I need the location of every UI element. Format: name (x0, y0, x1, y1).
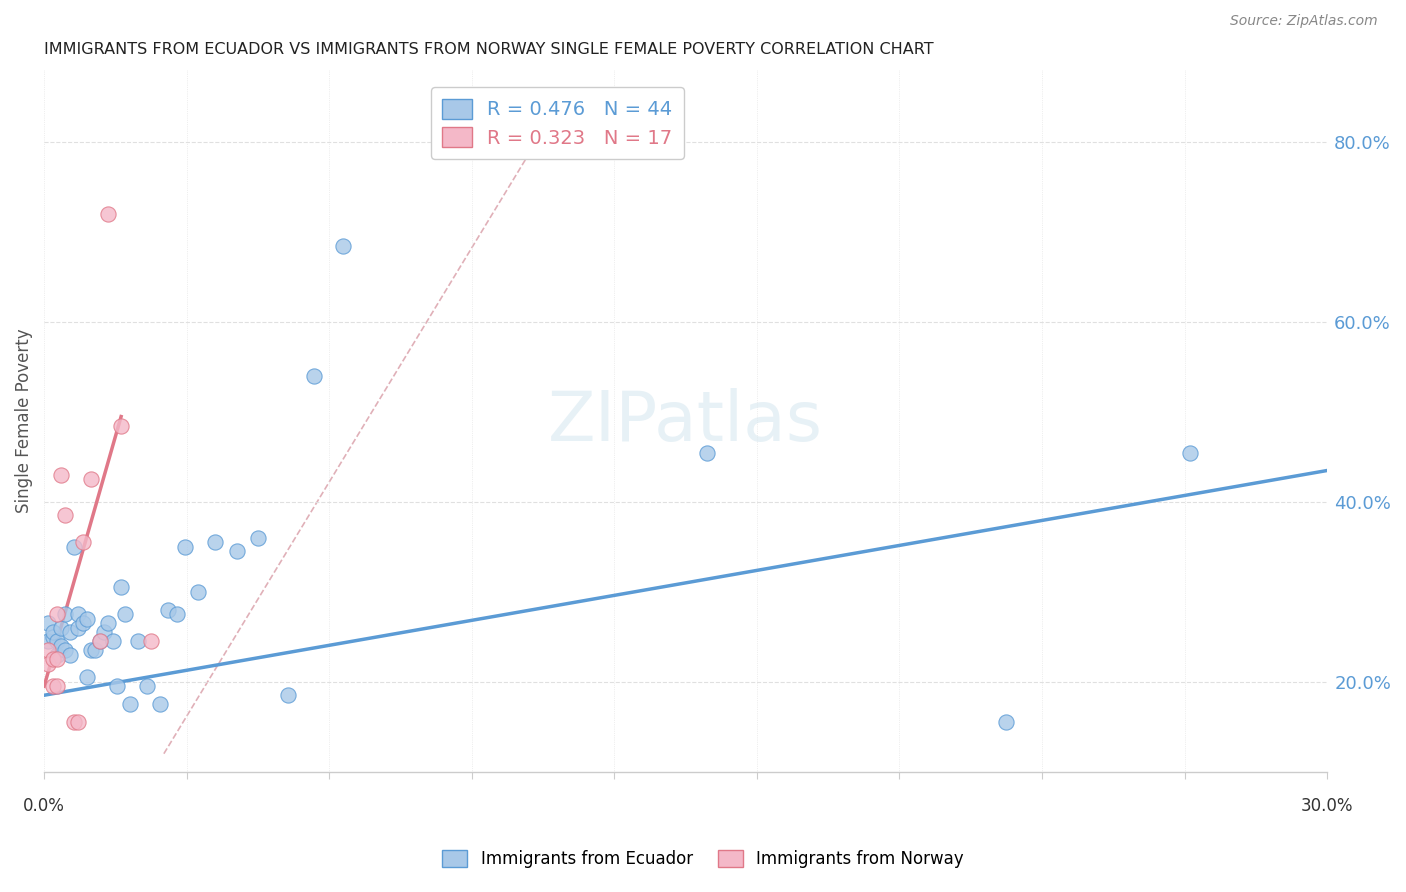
Point (51, 621, 73, 635)
Point (118, 698, 141, 712)
Point (332, 238, 354, 252)
Point (72, 616, 94, 631)
Point (45, 634, 67, 648)
Point (302, 369, 325, 384)
Point (41, 630, 63, 644)
Point (93, 625, 115, 640)
Text: 0.0%: 0.0% (22, 797, 65, 814)
Point (51, 468, 73, 483)
Point (55, 607, 77, 622)
Point (41, 679, 63, 693)
Point (127, 634, 149, 648)
Point (67, 715, 90, 730)
Point (45, 648, 67, 662)
Point (80, 473, 103, 487)
Point (84, 643, 107, 657)
Point (277, 688, 299, 702)
Point (105, 679, 128, 693)
Point (157, 603, 180, 617)
Point (204, 535, 226, 549)
Point (76, 612, 98, 626)
Point (63, 540, 86, 554)
Point (995, 715, 1018, 730)
Point (37, 634, 59, 648)
Point (41, 652, 63, 666)
Point (135, 679, 157, 693)
Point (246, 531, 269, 545)
Point (97, 207, 120, 221)
Y-axis label: Single Female Poverty: Single Female Poverty (15, 329, 32, 514)
Point (225, 544, 247, 558)
Point (51, 639, 73, 653)
Point (45, 652, 67, 666)
Point (67, 621, 90, 635)
Point (72, 535, 94, 549)
Point (37, 616, 59, 631)
Point (89, 634, 111, 648)
Point (110, 418, 132, 433)
Point (67, 607, 90, 622)
Point (63, 715, 86, 730)
Point (187, 585, 209, 599)
Legend: Immigrants from Ecuador, Immigrants from Norway: Immigrants from Ecuador, Immigrants from… (436, 843, 970, 875)
Point (76, 670, 98, 684)
Point (101, 634, 124, 648)
Point (110, 580, 132, 594)
Legend: R = 0.476   N = 44, R = 0.323   N = 17: R = 0.476 N = 44, R = 0.323 N = 17 (430, 87, 683, 160)
Point (59, 625, 82, 640)
Point (114, 607, 136, 622)
Point (55, 508, 77, 523)
Point (41, 625, 63, 640)
Point (55, 643, 77, 657)
Point (37, 657, 59, 671)
Text: IMMIGRANTS FROM ECUADOR VS IMMIGRANTS FROM NORWAY SINGLE FEMALE POVERTY CORRELAT: IMMIGRANTS FROM ECUADOR VS IMMIGRANTS FR… (44, 42, 934, 57)
Point (80, 643, 103, 657)
Point (166, 607, 188, 622)
Text: Source: ZipAtlas.com: Source: ZipAtlas.com (1230, 14, 1378, 28)
Point (696, 445, 718, 459)
Point (149, 698, 172, 712)
Point (45, 679, 67, 693)
Text: ZIPatlas: ZIPatlas (548, 387, 823, 455)
Point (37, 643, 59, 657)
Point (89, 634, 111, 648)
Point (59, 648, 82, 662)
Point (97, 616, 120, 631)
Text: 30.0%: 30.0% (1301, 797, 1354, 814)
Point (1180, 445, 1202, 459)
Point (174, 540, 197, 554)
Point (139, 634, 162, 648)
Point (45, 607, 67, 622)
